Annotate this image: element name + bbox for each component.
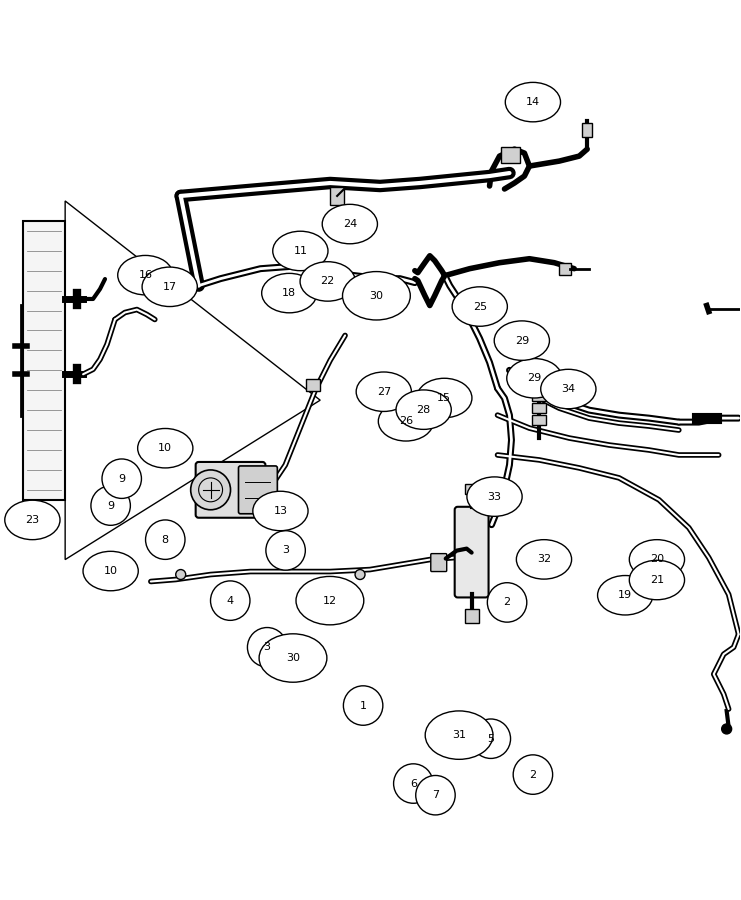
Text: 32: 32 bbox=[537, 554, 551, 564]
Circle shape bbox=[190, 470, 230, 509]
Ellipse shape bbox=[379, 401, 433, 441]
Circle shape bbox=[91, 486, 130, 526]
Text: 2: 2 bbox=[503, 598, 511, 608]
FancyBboxPatch shape bbox=[330, 187, 344, 205]
Text: 9: 9 bbox=[107, 500, 114, 510]
Text: 30: 30 bbox=[370, 291, 383, 301]
Ellipse shape bbox=[356, 372, 411, 411]
Text: 12: 12 bbox=[323, 596, 337, 606]
Circle shape bbox=[393, 764, 433, 804]
Circle shape bbox=[343, 686, 383, 725]
Text: 3: 3 bbox=[282, 545, 289, 555]
Circle shape bbox=[722, 724, 731, 733]
Text: 14: 14 bbox=[526, 97, 540, 107]
Text: 10: 10 bbox=[159, 443, 172, 454]
Ellipse shape bbox=[494, 321, 550, 360]
Ellipse shape bbox=[273, 231, 328, 271]
Text: 5: 5 bbox=[488, 734, 494, 743]
Text: 25: 25 bbox=[473, 302, 487, 311]
FancyBboxPatch shape bbox=[431, 554, 447, 572]
Text: 15: 15 bbox=[437, 393, 451, 403]
FancyBboxPatch shape bbox=[559, 263, 571, 274]
Ellipse shape bbox=[629, 540, 685, 579]
Circle shape bbox=[210, 580, 250, 620]
Text: 7: 7 bbox=[432, 790, 439, 800]
Ellipse shape bbox=[118, 256, 173, 295]
Circle shape bbox=[176, 570, 186, 580]
Ellipse shape bbox=[342, 272, 411, 320]
Text: 18: 18 bbox=[282, 288, 296, 298]
Text: 21: 21 bbox=[650, 575, 664, 585]
Text: 22: 22 bbox=[321, 276, 335, 286]
Ellipse shape bbox=[452, 287, 508, 327]
Text: 33: 33 bbox=[488, 491, 502, 501]
FancyBboxPatch shape bbox=[23, 220, 65, 500]
Ellipse shape bbox=[505, 83, 560, 122]
Text: 1: 1 bbox=[359, 700, 367, 710]
Ellipse shape bbox=[4, 500, 60, 540]
Ellipse shape bbox=[629, 561, 685, 599]
Text: 3: 3 bbox=[264, 643, 270, 652]
Text: 2: 2 bbox=[529, 770, 536, 779]
FancyBboxPatch shape bbox=[465, 609, 479, 624]
Ellipse shape bbox=[541, 369, 596, 409]
Ellipse shape bbox=[425, 711, 493, 760]
Ellipse shape bbox=[300, 262, 355, 302]
FancyBboxPatch shape bbox=[532, 392, 546, 401]
Text: 4: 4 bbox=[227, 596, 234, 606]
FancyBboxPatch shape bbox=[239, 466, 277, 514]
Text: 16: 16 bbox=[139, 270, 153, 280]
Text: 17: 17 bbox=[162, 282, 177, 292]
Circle shape bbox=[355, 570, 365, 580]
Ellipse shape bbox=[416, 378, 472, 418]
Text: 30: 30 bbox=[286, 653, 300, 663]
Circle shape bbox=[102, 459, 142, 499]
FancyBboxPatch shape bbox=[582, 123, 592, 137]
FancyBboxPatch shape bbox=[196, 462, 265, 517]
Circle shape bbox=[247, 627, 287, 667]
FancyBboxPatch shape bbox=[500, 147, 520, 163]
Text: 29: 29 bbox=[528, 374, 542, 383]
Circle shape bbox=[416, 776, 455, 814]
Text: 29: 29 bbox=[515, 336, 529, 346]
FancyBboxPatch shape bbox=[455, 507, 488, 598]
Circle shape bbox=[488, 582, 527, 622]
Ellipse shape bbox=[138, 428, 193, 468]
Text: 34: 34 bbox=[561, 384, 576, 394]
Circle shape bbox=[514, 755, 553, 795]
Ellipse shape bbox=[597, 575, 653, 615]
Text: 23: 23 bbox=[25, 515, 39, 525]
Text: 28: 28 bbox=[416, 405, 431, 415]
Text: 19: 19 bbox=[618, 590, 632, 600]
Text: 8: 8 bbox=[162, 535, 169, 544]
Ellipse shape bbox=[253, 491, 308, 531]
Text: 27: 27 bbox=[376, 387, 391, 397]
Text: 13: 13 bbox=[273, 506, 288, 516]
Ellipse shape bbox=[507, 358, 562, 398]
Circle shape bbox=[471, 719, 511, 759]
Ellipse shape bbox=[259, 634, 327, 682]
FancyBboxPatch shape bbox=[532, 403, 546, 413]
Ellipse shape bbox=[83, 552, 139, 590]
FancyBboxPatch shape bbox=[465, 484, 479, 494]
FancyBboxPatch shape bbox=[532, 415, 546, 425]
Text: 24: 24 bbox=[342, 219, 357, 230]
Ellipse shape bbox=[296, 576, 364, 625]
Ellipse shape bbox=[467, 477, 522, 517]
Ellipse shape bbox=[516, 540, 571, 579]
Text: 26: 26 bbox=[399, 417, 413, 427]
Ellipse shape bbox=[396, 390, 451, 429]
Text: 10: 10 bbox=[104, 566, 118, 576]
Text: 31: 31 bbox=[452, 730, 466, 740]
Ellipse shape bbox=[322, 204, 377, 244]
Ellipse shape bbox=[262, 274, 317, 313]
Circle shape bbox=[266, 531, 305, 570]
Text: 11: 11 bbox=[293, 246, 308, 256]
Text: 9: 9 bbox=[118, 473, 125, 483]
Text: 6: 6 bbox=[410, 778, 417, 788]
Text: 20: 20 bbox=[650, 554, 664, 564]
Circle shape bbox=[145, 520, 185, 560]
Ellipse shape bbox=[142, 267, 197, 307]
FancyBboxPatch shape bbox=[306, 379, 320, 392]
